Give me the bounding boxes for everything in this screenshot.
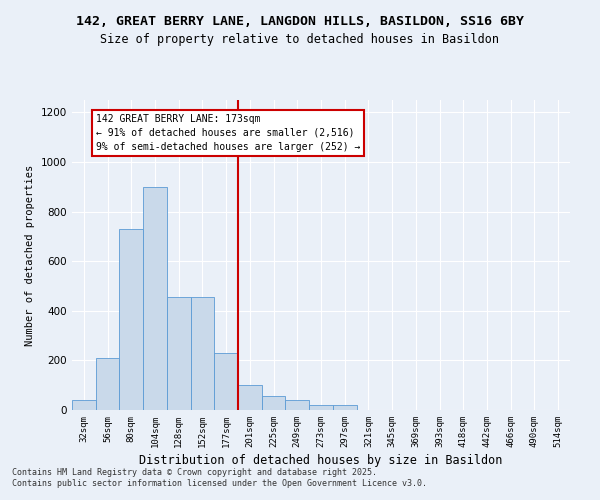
Y-axis label: Number of detached properties: Number of detached properties [25, 164, 35, 346]
Bar [262, 396, 286, 410]
Text: 142 GREAT BERRY LANE: 173sqm
← 91% of detached houses are smaller (2,516)
9% of : 142 GREAT BERRY LANE: 173sqm ← 91% of de… [96, 114, 360, 152]
Bar [96, 358, 119, 410]
Bar [238, 385, 262, 410]
Bar [333, 405, 356, 410]
Text: Size of property relative to detached houses in Basildon: Size of property relative to detached ho… [101, 32, 499, 46]
Bar [191, 297, 214, 410]
Bar [286, 400, 309, 410]
Bar [143, 187, 167, 410]
X-axis label: Distribution of detached houses by size in Basildon: Distribution of detached houses by size … [139, 454, 503, 467]
Bar [119, 229, 143, 410]
Text: 142, GREAT BERRY LANE, LANGDON HILLS, BASILDON, SS16 6BY: 142, GREAT BERRY LANE, LANGDON HILLS, BA… [76, 15, 524, 28]
Bar [309, 405, 333, 410]
Bar [72, 400, 96, 410]
Text: Contains HM Land Registry data © Crown copyright and database right 2025.
Contai: Contains HM Land Registry data © Crown c… [12, 468, 427, 487]
Bar [167, 297, 191, 410]
Bar [214, 353, 238, 410]
